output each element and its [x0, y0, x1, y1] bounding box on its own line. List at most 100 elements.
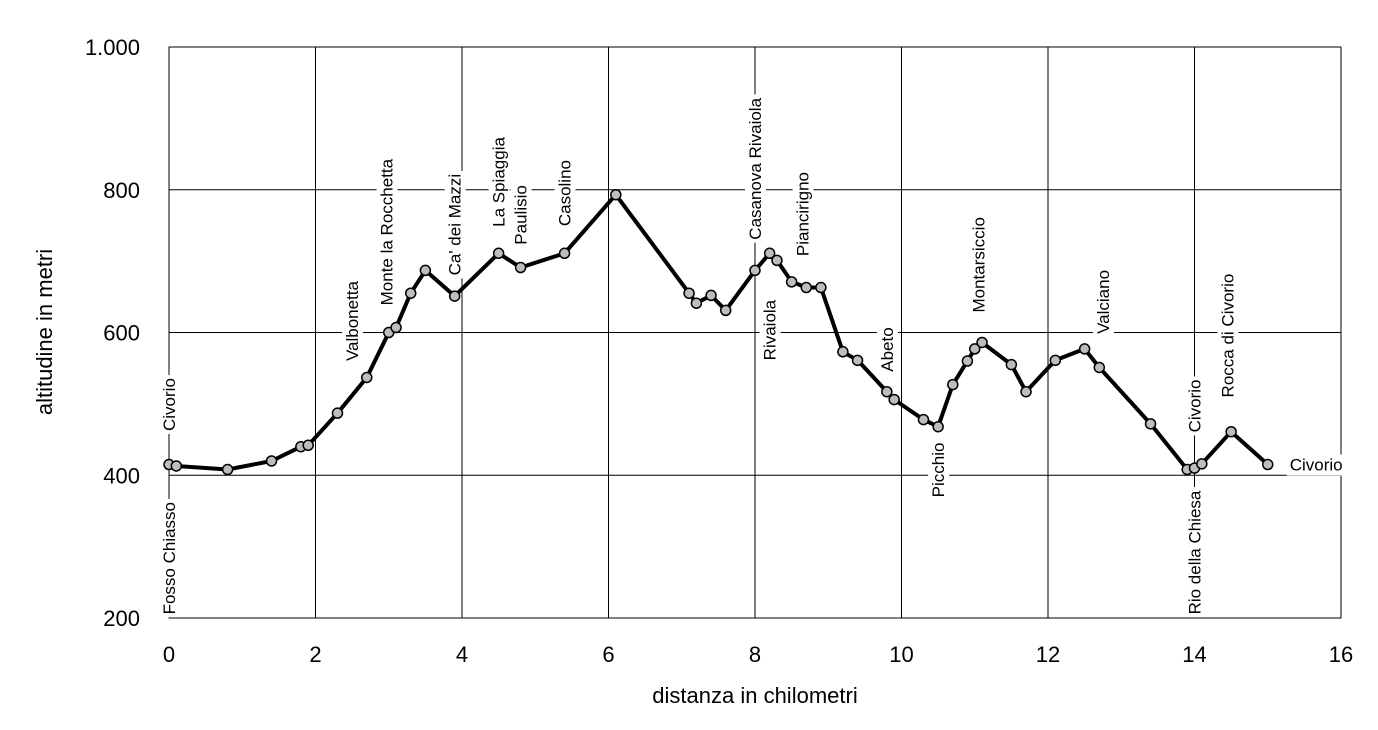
- place-label-background: [1184, 487, 1206, 618]
- place-label: Abeto: [876, 324, 898, 375]
- place-label-background: [968, 214, 990, 316]
- place-label: Montarsiccio: [968, 214, 990, 316]
- place-label-background: [488, 133, 510, 230]
- place-label-background: [342, 277, 364, 365]
- place-label-background: [1217, 270, 1239, 401]
- place-label: La Spiaggia: [488, 133, 510, 230]
- place-label: Civorio: [1184, 376, 1206, 436]
- place-label: Monte la Rocchetta: [376, 155, 398, 309]
- place-label-background: [510, 182, 532, 248]
- data-point: [881, 385, 893, 398]
- x-tick-label: 10: [889, 642, 913, 667]
- x-tick-label: 12: [1036, 642, 1060, 667]
- y-tick-label: 800: [103, 178, 140, 203]
- place-label-text: Fosso Chiasso: [160, 502, 179, 614]
- plot-frame: [168, 46, 1342, 619]
- data-point: [947, 378, 959, 391]
- data-point: [361, 371, 373, 384]
- place-label-background: [554, 156, 576, 230]
- place-label-text: Valciano: [1094, 270, 1113, 334]
- data-point: [800, 281, 813, 294]
- place-label: Casanova Rivaiola: [745, 94, 766, 243]
- place-label-background: [1184, 376, 1206, 436]
- place-label-text: Rio della Chiesa: [1186, 490, 1205, 614]
- data-point: [1020, 385, 1032, 398]
- data-point: [1078, 343, 1091, 355]
- place-label-background: [1092, 266, 1114, 337]
- data-point: [917, 413, 930, 426]
- data-point: [815, 281, 827, 294]
- place-label-text: Montarsiccio: [969, 217, 988, 312]
- data-point: [719, 304, 732, 317]
- place-label: Rivaiola: [759, 296, 781, 364]
- place-label: Piancirigno: [792, 169, 814, 260]
- data-point: [331, 407, 344, 419]
- data-point: [1049, 354, 1062, 367]
- data-point: [785, 276, 798, 288]
- data-point: [749, 264, 761, 277]
- y-tick-label: 400: [103, 463, 140, 488]
- y-axis-title: altitudine in metri: [32, 249, 57, 415]
- place-label-text: Civorio: [160, 378, 179, 431]
- data-point: [390, 321, 402, 334]
- place-label-background: [745, 94, 766, 243]
- place-label-text: Picchio: [929, 443, 948, 498]
- data-point: [771, 254, 783, 267]
- place-label-text: Civorio: [1290, 456, 1343, 475]
- place-label-text: Casolino: [556, 160, 575, 226]
- data-point: [302, 439, 314, 452]
- data-point: [976, 336, 988, 349]
- place-label: Valbonetta: [342, 277, 364, 365]
- place-label-text: Rocca di Civorio: [1218, 274, 1237, 398]
- x-tick-label: 0: [163, 642, 175, 667]
- y-tick-label: 1.000: [85, 35, 140, 60]
- place-label-background: [444, 170, 466, 279]
- place-label: Casolino: [554, 156, 576, 230]
- place-label: Valciano: [1092, 266, 1114, 337]
- data-point: [705, 289, 717, 302]
- data-point: [1262, 458, 1274, 471]
- data-point: [610, 188, 622, 201]
- data-point: [961, 355, 974, 367]
- place-label-background: [876, 324, 898, 375]
- place-label-text: Ca' dei Mazzi: [446, 174, 465, 276]
- place-label-text: Rivaiola: [761, 299, 780, 360]
- x-tick-label: 2: [309, 642, 321, 667]
- place-label-background: [1286, 454, 1346, 476]
- place-label-text: Monte la Rocchetta: [378, 158, 397, 305]
- x-tick-label: 8: [749, 642, 761, 667]
- data-point: [837, 346, 849, 358]
- place-label: Rocca di Civorio: [1217, 270, 1239, 401]
- place-label-background: [928, 439, 950, 501]
- data-point: [1005, 358, 1018, 371]
- data-point: [1196, 458, 1208, 470]
- data-point: [221, 463, 234, 476]
- place-label-text: Valbonetta: [343, 280, 362, 361]
- data-point: [932, 420, 944, 433]
- place-label-text: Civorio: [1186, 380, 1205, 433]
- data-point: [514, 261, 527, 274]
- axis-ticks: 0 2 4 6 8 10 12 14 16 200 400 600 800 1.000: [85, 35, 1353, 667]
- y-tick-label: 200: [103, 606, 140, 631]
- data-point: [1225, 425, 1237, 438]
- place-label-background: [792, 169, 814, 260]
- x-tick-label: 6: [602, 642, 614, 667]
- data-point: [419, 264, 432, 277]
- data-point: [170, 460, 183, 472]
- data-point: [763, 247, 776, 260]
- elevation-series: [163, 188, 1274, 476]
- data-point: [558, 247, 571, 260]
- place-label-background: [376, 155, 398, 309]
- data-point: [404, 287, 417, 299]
- place-label: Civorio: [1286, 454, 1346, 476]
- place-label-text: Piancirigno: [794, 172, 813, 256]
- data-point: [683, 287, 695, 299]
- place-label-text: Paulisio: [512, 185, 531, 245]
- data-point: [690, 297, 703, 309]
- x-axis-title: distanza in chilometri: [652, 683, 857, 708]
- place-label: Picchio: [928, 439, 950, 501]
- data-point: [1093, 361, 1106, 374]
- place-label-text: La Spiaggia: [490, 137, 509, 227]
- place-label-background: [159, 375, 180, 434]
